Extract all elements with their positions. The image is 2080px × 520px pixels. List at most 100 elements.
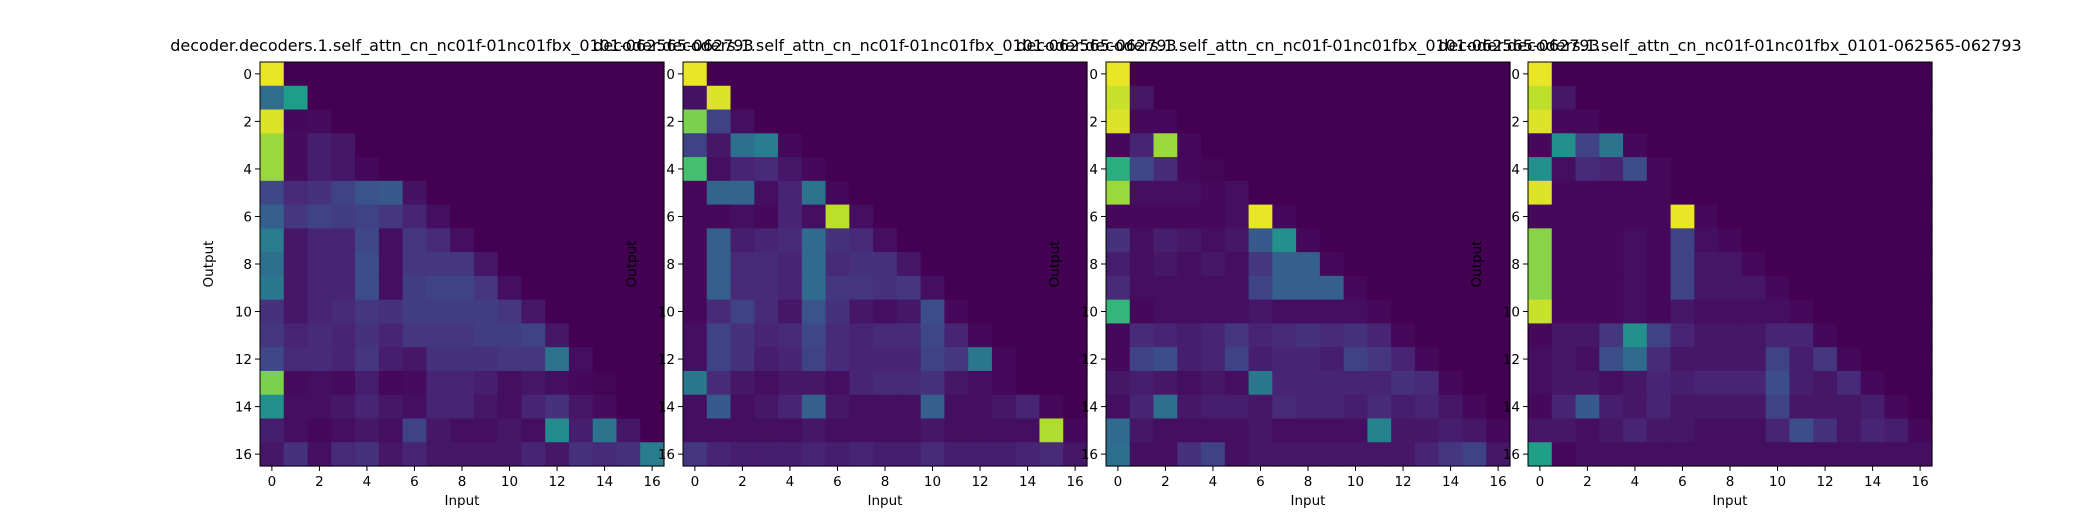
heatmap-cell bbox=[1319, 157, 1345, 182]
heatmap-cell bbox=[1129, 109, 1155, 134]
heatmap-cell bbox=[1694, 323, 1719, 348]
heatmap-cell bbox=[1391, 442, 1416, 467]
heatmap-cell bbox=[1860, 252, 1886, 277]
heatmap-cell bbox=[1884, 418, 1909, 443]
heatmap-cell bbox=[1438, 133, 1464, 158]
heatmap-cell bbox=[1296, 370, 1321, 396]
x-axis-label: Input bbox=[868, 493, 903, 509]
heatmap-cell bbox=[944, 204, 969, 229]
heatmap-cell bbox=[1224, 299, 1250, 325]
heatmap-cell bbox=[592, 323, 618, 348]
heatmap-cell bbox=[1367, 133, 1392, 158]
heatmap-cell bbox=[944, 85, 969, 111]
heatmap-cell bbox=[497, 299, 523, 325]
heatmap-cell bbox=[873, 228, 898, 253]
heatmap-cell bbox=[1741, 157, 1767, 182]
heatmap-cell bbox=[426, 418, 451, 443]
heatmap-cell bbox=[568, 180, 594, 206]
heatmap-cell bbox=[331, 85, 356, 111]
heatmap-cell bbox=[1599, 85, 1624, 111]
heatmap-cell bbox=[1462, 62, 1487, 87]
heatmap-cell bbox=[1528, 442, 1553, 467]
heatmap-cell bbox=[825, 347, 850, 372]
heatmap-cell bbox=[355, 394, 380, 420]
heatmap-cell bbox=[1462, 275, 1487, 301]
heatmap-cell bbox=[1063, 370, 1088, 396]
heatmap-panel-3: 0 2 4 6 8 10 12 14 16 0 2 4 6 8 10 12 14 16 Input Output dec… bbox=[1016, 36, 1599, 509]
heatmap-cell bbox=[1836, 228, 1862, 253]
heatmap-cell bbox=[592, 370, 618, 396]
heatmap-cell bbox=[1414, 323, 1440, 348]
x-tick-label: 4 bbox=[1631, 474, 1640, 490]
heatmap-cell bbox=[1694, 157, 1719, 182]
heatmap-cell bbox=[1129, 62, 1155, 87]
heatmap-cell bbox=[1718, 228, 1743, 253]
heatmap-cell bbox=[1106, 109, 1131, 134]
heatmap-cell bbox=[592, 133, 618, 158]
y-tick-label: 14 bbox=[1503, 400, 1520, 416]
y-tick-label: 14 bbox=[1081, 400, 1098, 416]
heatmap-cell bbox=[378, 299, 404, 325]
heatmap-cell bbox=[1551, 347, 1577, 372]
heatmap-cell bbox=[1884, 204, 1909, 229]
heatmap-cell bbox=[521, 275, 546, 301]
heatmap-cell bbox=[402, 85, 427, 111]
heatmap-cell bbox=[355, 370, 380, 396]
heatmap-cell bbox=[1551, 157, 1577, 182]
heatmap-cell bbox=[1153, 133, 1178, 158]
heatmap-cell bbox=[1177, 252, 1202, 277]
heatmap-cell bbox=[1201, 275, 1226, 301]
heatmap-cell bbox=[1153, 62, 1178, 87]
heatmap-cell bbox=[283, 228, 309, 253]
heatmap-cell bbox=[473, 323, 499, 348]
heatmap-cell bbox=[730, 323, 755, 348]
heatmap-cell bbox=[825, 133, 850, 158]
heatmap-cell bbox=[1343, 442, 1369, 467]
heatmap-cell bbox=[1575, 228, 1600, 253]
heatmap-cell bbox=[402, 394, 427, 420]
heatmap-cell bbox=[849, 275, 874, 301]
heatmap-cell bbox=[825, 204, 850, 229]
heatmap-cell bbox=[1153, 180, 1178, 206]
heatmap-cell bbox=[1575, 370, 1600, 396]
heatmap-cell bbox=[1528, 370, 1553, 396]
heatmap-cell bbox=[1813, 133, 1838, 158]
heatmap-cell bbox=[896, 157, 922, 182]
heatmap-cell bbox=[1224, 204, 1250, 229]
heatmap-cell bbox=[801, 370, 827, 396]
heatmap-cell bbox=[1599, 62, 1624, 87]
x-tick-label: 10 bbox=[1347, 474, 1364, 490]
heatmap-cell bbox=[1860, 370, 1886, 396]
heatmap-cell bbox=[1486, 62, 1511, 87]
heatmap-cell bbox=[1343, 157, 1369, 182]
heatmap-cell bbox=[1646, 323, 1672, 348]
heatmap-cell bbox=[592, 157, 618, 182]
heatmap-cell bbox=[1462, 418, 1487, 443]
heatmap-cell bbox=[1908, 85, 1933, 111]
x-tick-label: 8 bbox=[881, 474, 890, 490]
heatmap-cell bbox=[1789, 442, 1814, 467]
heatmap-cell bbox=[1765, 180, 1791, 206]
heatmap-cell bbox=[706, 323, 732, 348]
heatmap-cell bbox=[1272, 180, 1297, 206]
heatmap-cell bbox=[331, 394, 356, 420]
heatmap-cell bbox=[1367, 394, 1392, 420]
heatmap-cell bbox=[1296, 85, 1321, 111]
heatmap-cell bbox=[968, 347, 993, 372]
heatmap-cell bbox=[355, 442, 380, 467]
heatmap-cell bbox=[706, 204, 732, 229]
heatmap-cell bbox=[1741, 133, 1767, 158]
heatmap-cell bbox=[1694, 62, 1719, 87]
heatmap-cell bbox=[1462, 347, 1487, 372]
heatmap-cell bbox=[355, 109, 380, 134]
heatmap-cell bbox=[545, 228, 570, 253]
heatmap-cell bbox=[1367, 252, 1392, 277]
heatmap-cell bbox=[1129, 299, 1155, 325]
heatmap-cell bbox=[1248, 85, 1273, 111]
heatmap-cell bbox=[1528, 394, 1553, 420]
heatmap-cell bbox=[1718, 62, 1743, 87]
heatmap-cell bbox=[521, 394, 546, 420]
heatmap-cell bbox=[1201, 347, 1226, 372]
heatmap-cell bbox=[1224, 109, 1250, 134]
heatmap-cell bbox=[307, 418, 332, 443]
